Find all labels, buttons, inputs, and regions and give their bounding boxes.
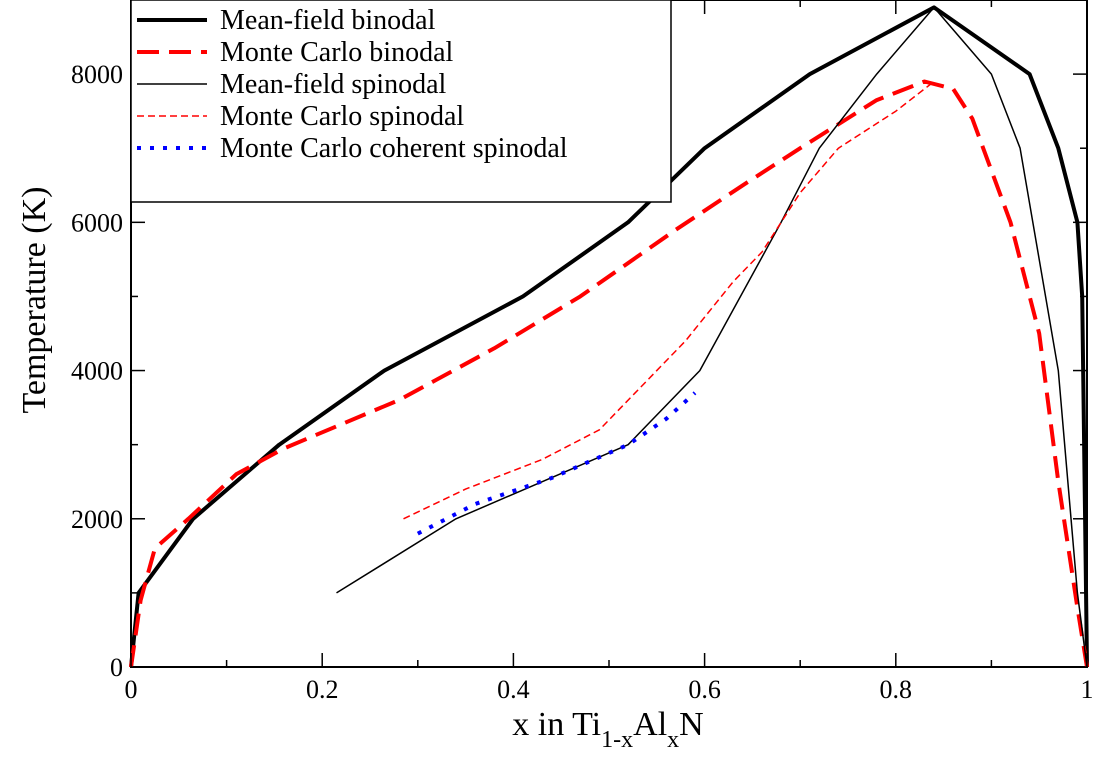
- x-tick-label: 0: [125, 675, 138, 704]
- legend-label-3: Mean-field spinodal: [220, 69, 446, 100]
- series-layer: [129, 5, 1089, 668]
- y-tick-label: 4000: [71, 357, 123, 386]
- x-axis-label-prefix: x in Ti: [512, 706, 601, 743]
- legend-label-2: Monte Carlo binodal: [220, 37, 454, 68]
- series-line-1: [129, 5, 1089, 668]
- x-axis-label: x in Ti1-xAlxN: [512, 706, 703, 753]
- ticks-layer: 0 0.2 0.4 0.6 0.8 1 0 2000 4000 6000 8000: [71, 0, 1094, 704]
- x-axis-label-mid: Al: [633, 706, 667, 743]
- series-line-5: [416, 391, 697, 536]
- y-axis-label: Temperature (K): [16, 187, 53, 414]
- x-tick-label: 0.6: [688, 675, 721, 704]
- series-line-3: [336, 6, 1088, 668]
- legend-label-5: Monte Carlo coherent spinodal: [220, 133, 568, 164]
- legend-label-1: Mean-field binodal: [220, 5, 436, 36]
- x-tick-label: 0.4: [497, 675, 530, 704]
- legend-box: [130, 0, 672, 203]
- legend-label-4: Monte Carlo spinodal: [220, 101, 464, 132]
- x-tick-label: 1: [1081, 675, 1094, 704]
- x-tick-label: 0.8: [880, 675, 913, 704]
- y-tick-label: 6000: [71, 208, 123, 237]
- y-tick-label: 8000: [71, 60, 123, 89]
- x-axis-label-sub1: 1-x: [601, 727, 633, 753]
- series-line-4: [403, 80, 935, 520]
- x-axis-label-suffix: N: [679, 706, 704, 743]
- x-tick-label: 0.2: [306, 675, 339, 704]
- y-tick-label: 0: [110, 653, 123, 682]
- series-line-2: [129, 79, 1089, 668]
- y-tick-label: 2000: [71, 505, 123, 534]
- x-axis-label-sub2: x: [667, 727, 679, 753]
